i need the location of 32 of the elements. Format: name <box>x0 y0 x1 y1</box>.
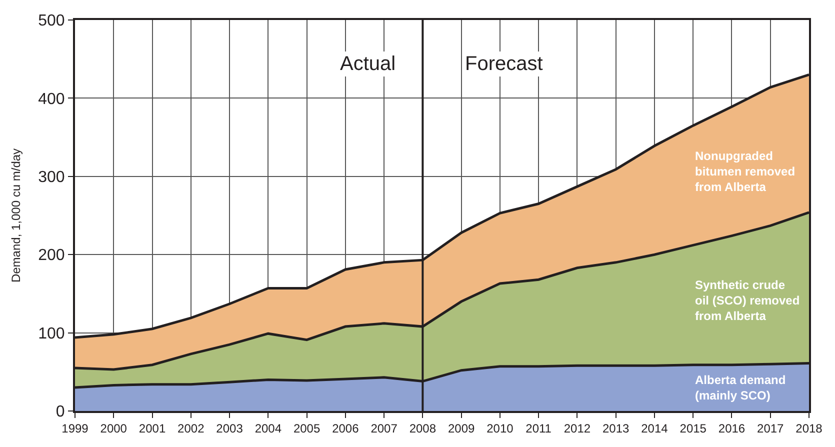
x-tick-label: 2017 <box>757 421 784 436</box>
x-tick-label: 2014 <box>641 421 668 436</box>
series-label: Alberta demand (mainly SCO) <box>695 373 786 403</box>
y-tick-label: 500 <box>38 12 65 30</box>
annotation: Actual <box>340 53 396 75</box>
x-tick-label: 2015 <box>680 421 707 436</box>
x-tick-label: 2009 <box>448 421 475 436</box>
y-tick-label: 200 <box>38 247 65 264</box>
x-tick-label: 2013 <box>602 421 630 436</box>
series-label: Synthetic crude oil (SCO) removed from Alberta <box>695 278 800 324</box>
x-tick-label: 2004 <box>254 421 282 436</box>
series-label: Nonupgraded bitumen removed from Alberta <box>695 149 796 194</box>
y-axis-title: Demand, 1,000 cu m/day <box>8 148 23 283</box>
x-tick-label: 2010 <box>486 421 514 436</box>
x-tick-label: 1999 <box>62 421 89 436</box>
x-tick-label: 2016 <box>718 421 746 436</box>
x-tick-label: 2005 <box>293 421 320 436</box>
x-tick-label: 2003 <box>216 421 244 436</box>
x-tick-label: 2008 <box>409 421 436 436</box>
x-tick-label: 2018 <box>796 421 823 436</box>
x-tick-label: 2012 <box>564 421 591 436</box>
y-tick-label: 400 <box>38 90 65 108</box>
y-tick-label: 0 <box>56 404 65 421</box>
x-tick-label: 2011 <box>526 421 552 436</box>
x-tick-label: 2002 <box>178 421 205 436</box>
y-tick-label: 300 <box>38 169 65 186</box>
x-tick-label: 2001 <box>138 421 166 436</box>
x-tick-label: 2006 <box>332 421 360 436</box>
x-tick-label: 2000 <box>100 421 128 436</box>
annotation: Forecast <box>465 53 544 75</box>
x-tick-label: 2007 <box>370 421 398 436</box>
y-tick-label: 100 <box>38 325 65 342</box>
